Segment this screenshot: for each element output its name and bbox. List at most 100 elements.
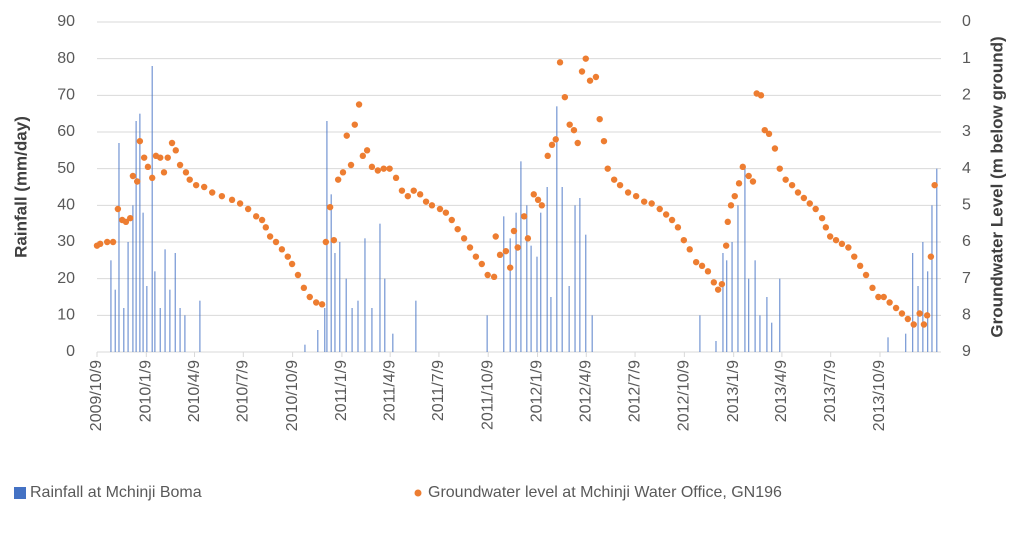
groundwater-point [368,163,376,171]
rain-bar [154,271,156,352]
groundwater-point [674,224,682,231]
groundwater-point [668,216,676,224]
x-tick-label: 2012/1/9 [529,360,546,422]
y-tick-label: 90 [57,13,75,30]
rain-bar [737,205,739,352]
y2-tick-label: 8 [962,307,971,324]
rain-bar [509,238,511,352]
groundwater-point [680,236,688,244]
x-tick-label: 2013/10/9 [871,360,888,431]
groundwater-point [288,260,296,268]
groundwater-point [168,139,176,147]
rain-bar [540,212,542,352]
y2-tick-label: 9 [962,343,971,360]
groundwater-point [374,167,382,174]
groundwater-point [144,163,152,171]
groundwater-point [600,137,608,145]
groundwater-point [566,121,573,128]
y2-tick-label: 3 [962,123,971,140]
groundwater-point [838,240,846,248]
rain-bar [917,286,919,352]
rain-bar [779,278,781,352]
groundwater-point [416,191,424,198]
groundwater-point [782,176,789,183]
groundwater-point [262,224,270,231]
y-tick-label: 10 [57,307,75,324]
groundwater-point [160,169,168,176]
groundwater-point [510,227,518,235]
groundwater-point [698,262,706,270]
rain-bar [520,161,522,352]
groundwater-point [355,101,363,108]
rain-bar [184,315,186,352]
groundwater-point [322,238,330,246]
groundwater-point [129,172,137,180]
groundwater-point [272,238,280,246]
rain-bar [334,253,336,352]
y-axis-title: Rainfall (mm/day) [11,116,30,258]
groundwater-point [164,154,171,161]
rain-bar [339,242,341,352]
groundwater-point [97,240,104,248]
groundwater-point [656,205,663,213]
groundwater-point [875,293,882,301]
groundwater-point [218,192,226,200]
groundwater-point [616,181,624,189]
rain-bar [392,333,394,352]
groundwater-point [294,271,302,279]
groundwater-point [334,176,342,183]
groundwater-point [745,172,752,180]
groundwater-point [136,137,144,145]
groundwater-point [714,286,722,293]
rain-bar [304,344,306,352]
groundwater-point [236,200,244,207]
groundwater-point [538,202,546,209]
x-tick-label: 2010/4/9 [186,360,203,422]
groundwater-point [103,238,111,246]
rain-bar [146,286,148,352]
groundwater-point [520,213,528,220]
groundwater-point [484,271,491,279]
rain-bar [530,245,532,352]
rain-bar [905,333,907,352]
groundwater-point [442,209,450,216]
y-tick-label: 30 [57,233,75,250]
groundwater-point [182,169,190,176]
groundwater-point [724,218,731,226]
groundwater-point [410,187,417,194]
groundwater-point [886,299,893,306]
x-tick-label: 2011/1/9 [333,360,350,421]
rain-bar [526,205,528,352]
y2-tick-label: 6 [962,233,971,250]
groundwater-point [794,189,802,196]
rain-bar [357,300,359,352]
groundwater-point [148,174,156,182]
rain-bar [326,121,328,352]
groundwater-point [610,176,618,183]
rain-bar [715,341,717,352]
groundwater-point [765,130,773,138]
groundwater-point [380,165,387,172]
y-tick-label: 60 [57,123,75,140]
groundwater-point [892,304,900,312]
groundwater-point [788,181,796,189]
rain-bar [379,223,381,352]
rain-bar [371,308,373,352]
rain-bar [351,308,353,352]
rain-bar [345,278,347,352]
groundwater-point [586,77,594,84]
groundwater-point [735,180,743,187]
groundwater-point [731,192,738,200]
rain-bar [536,256,538,352]
rain-bar [579,198,581,352]
groundwater-point [114,205,122,213]
rain-bar [887,337,889,352]
groundwater-point [534,196,542,204]
groundwater-point [228,196,236,204]
y2-tick-label: 7 [962,270,971,287]
groundwater-point [312,299,320,306]
groundwater-point [910,321,917,328]
groundwater-point [436,205,444,213]
x-tick-label: 2013/7/9 [822,360,839,422]
